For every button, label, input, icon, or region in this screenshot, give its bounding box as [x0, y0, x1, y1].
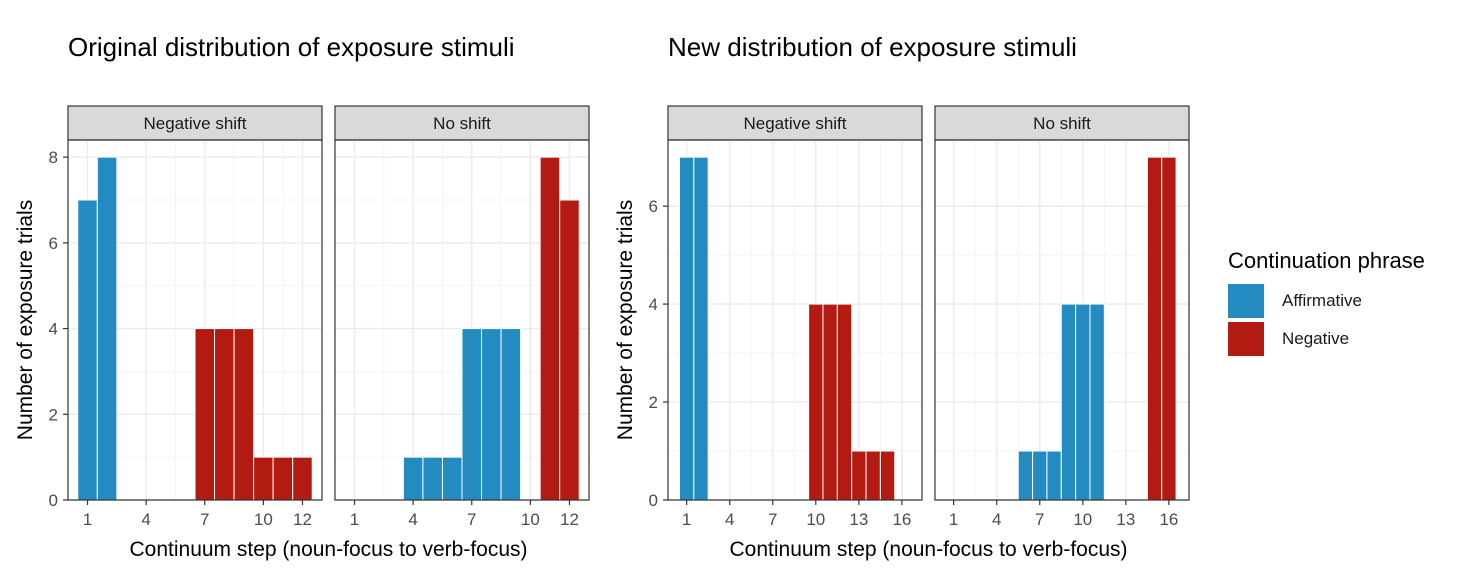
bar	[539, 156, 561, 501]
legend-key-affirmative	[1228, 284, 1264, 318]
bar	[1046, 450, 1062, 501]
bar	[678, 156, 695, 501]
facet-strip	[934, 105, 1190, 141]
chart-title: New distribution of exposure stimuli	[668, 32, 1077, 62]
facet-panel: No shift 1 4 7 10 12	[334, 105, 590, 529]
x-tick-label: 10	[806, 510, 825, 529]
x-tick-label: 13	[1116, 510, 1135, 529]
x-tick-label: 7	[1035, 510, 1044, 529]
x-tick-label: 1	[350, 510, 359, 529]
panel-border	[67, 139, 323, 501]
x-tick-label: 4	[992, 510, 1001, 529]
y-tick-label: 6	[649, 197, 658, 216]
facet-label: No shift	[1033, 114, 1091, 133]
x-tick-label: 16	[892, 510, 911, 529]
panel-border	[934, 139, 1190, 501]
legend-item-negative: Negative	[1228, 320, 1425, 358]
bar	[461, 328, 483, 501]
x-tick-label: 10	[254, 510, 273, 529]
panel-border	[334, 139, 590, 501]
x-tick-label: 7	[467, 510, 476, 529]
facet-strip	[67, 105, 323, 141]
y-tick-label: 8	[49, 148, 58, 167]
bar	[1075, 303, 1091, 501]
x-axis-title: Continuum step (noun-focus to verb-focus…	[129, 538, 527, 561]
x-tick-label: 12	[560, 510, 579, 529]
bar	[253, 456, 274, 501]
x-tick-label: 4	[725, 510, 734, 529]
facet-panel: Negative shift 1 4 7 10 12 0 2 4 6 8	[49, 105, 323, 529]
chart-original-distribution: Original distribution of exposure stimul…	[14, 32, 590, 561]
panel-border	[667, 139, 923, 501]
x-tick-label: 12	[293, 510, 312, 529]
x-tick-label: 10	[1073, 510, 1092, 529]
x-tick-label: 16	[1159, 510, 1178, 529]
bar	[1161, 156, 1177, 501]
bar	[402, 456, 424, 501]
y-tick-label: 4	[49, 320, 58, 339]
bar	[865, 450, 881, 501]
facet-label: Negative shift	[744, 114, 847, 133]
bar	[214, 328, 235, 501]
y-tick-label: 0	[649, 491, 658, 510]
y-tick-label: 6	[49, 234, 58, 253]
bar	[292, 456, 313, 501]
facet-label: Negative shift	[144, 114, 247, 133]
bar	[1089, 303, 1105, 501]
y-axis-title: Number of exposure trials	[614, 200, 637, 440]
x-tick-label: 1	[682, 510, 691, 529]
x-tick-label: 13	[849, 510, 868, 529]
x-tick-label: 4	[141, 510, 150, 529]
x-tick-label: 1	[83, 510, 92, 529]
bar	[1032, 450, 1048, 501]
bar	[77, 199, 98, 501]
bar	[422, 456, 443, 501]
bar	[693, 156, 709, 501]
x-axis-title: Continuum step (noun-focus to verb-focus…	[729, 538, 1127, 561]
bar	[1017, 450, 1034, 501]
legend-label-affirmative: Affirmative	[1282, 291, 1362, 310]
x-tick-label: 10	[521, 510, 540, 529]
bar	[194, 328, 216, 501]
y-tick-label: 4	[649, 295, 658, 314]
bar	[836, 303, 853, 501]
legend-title: Continuation phrase	[1228, 248, 1425, 273]
y-tick-label: 0	[49, 491, 58, 510]
bar	[879, 450, 896, 501]
bar	[96, 156, 118, 501]
bar	[1060, 303, 1077, 501]
bar	[233, 328, 255, 501]
facet-panel: No shift 1 4 7 10 13 16	[934, 105, 1190, 529]
bar	[808, 303, 824, 501]
legend-label-negative: Negative	[1282, 329, 1350, 348]
chart-title: Original distribution of exposure stimul…	[68, 32, 515, 62]
bar	[481, 328, 502, 501]
bar	[1146, 156, 1163, 501]
bar	[441, 456, 463, 501]
y-tick-label: 2	[649, 393, 658, 412]
legend: Continuation phrase Affirmative Negative	[1228, 248, 1425, 358]
facet-label: No shift	[433, 114, 491, 133]
chart-new-distribution: New distribution of exposure stimuli Nega…	[614, 32, 1190, 561]
x-tick-label: 4	[408, 510, 417, 529]
bar	[851, 450, 867, 501]
y-tick-label: 2	[49, 405, 58, 424]
x-tick-label: 1	[949, 510, 958, 529]
bar	[500, 328, 522, 501]
bar	[822, 303, 838, 501]
legend-item-affirmative: Affirmative	[1228, 282, 1425, 320]
bar	[272, 456, 294, 501]
y-axis-title: Number of exposure trials	[14, 200, 37, 440]
legend-key-negative	[1228, 322, 1264, 356]
x-tick-label: 7	[200, 510, 209, 529]
bar	[559, 199, 580, 501]
x-tick-label: 7	[768, 510, 777, 529]
facet-panel: Negative shift 1 4 7 10 13 16 0 2 4 6	[649, 105, 923, 529]
